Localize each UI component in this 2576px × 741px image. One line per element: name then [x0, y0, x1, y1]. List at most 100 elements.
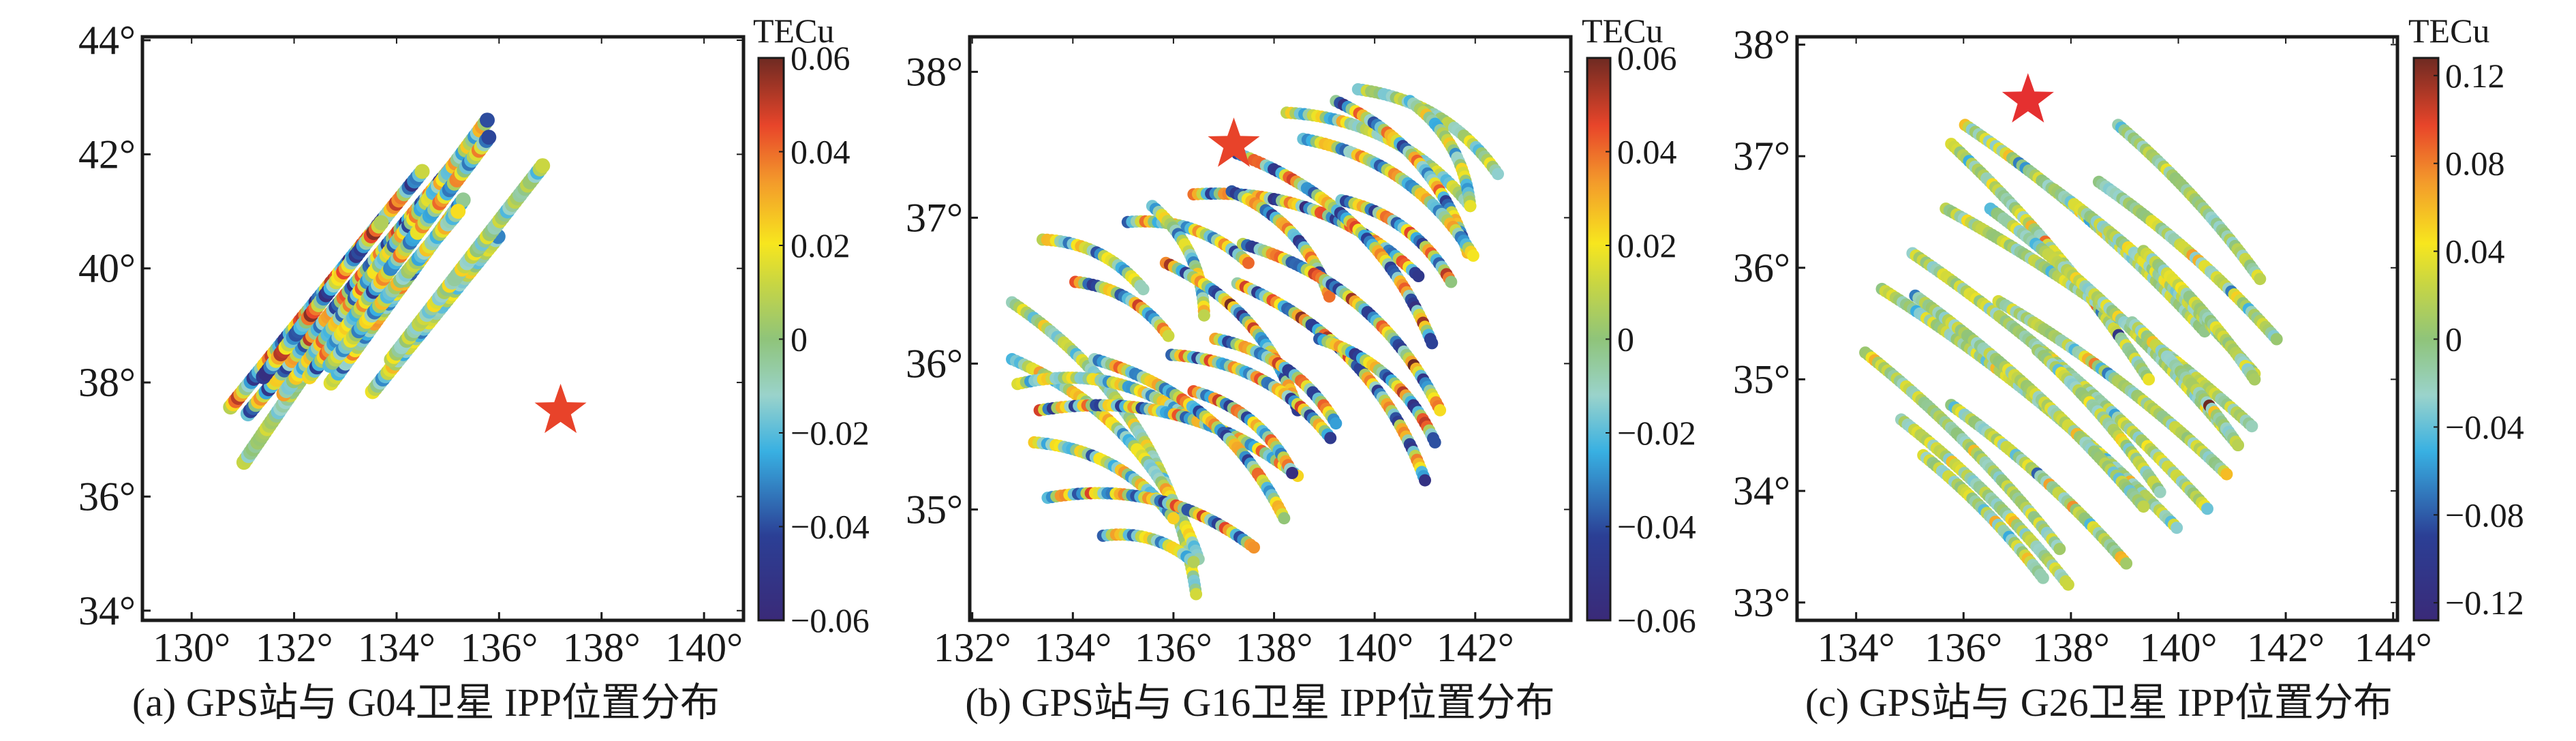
x-tick-label: 138° — [2032, 625, 2110, 670]
ipp-point — [1419, 474, 1431, 487]
x-tick-label: 136° — [1925, 625, 2002, 670]
axes-frame — [140, 35, 746, 622]
panel-a: 130° 132° 134° 136° 138° 140° 34° 36° 38° 40° 42° 4… — [78, 12, 870, 725]
ipp-point — [1323, 290, 1336, 303]
ipp-point — [2201, 502, 2213, 515]
x-tick-label: 136° — [1135, 625, 1212, 670]
colorbar-tick-label: −0.04 — [2445, 408, 2524, 446]
y-tick-label: 40° — [78, 246, 136, 291]
axes-frame — [1795, 35, 2399, 622]
colorbar-tick-label: 0.02 — [791, 226, 850, 264]
ipp-point — [450, 204, 466, 219]
ipp-point — [1330, 417, 1343, 430]
epicenter-star-icon — [1208, 117, 1260, 167]
ipp-track — [2126, 316, 2244, 451]
colorbar-tick-label: 0.04 — [791, 133, 850, 171]
y-tick-label: 38° — [78, 360, 136, 405]
ipp-track — [1088, 352, 1291, 525]
colorbar-tick-label: −0.02 — [791, 414, 870, 452]
ipp-point — [2232, 439, 2244, 451]
ipp-track — [1041, 487, 1260, 554]
x-tick-label: 134° — [1818, 625, 1895, 670]
ipp-point — [1242, 256, 1255, 269]
ipp-point — [2248, 373, 2261, 386]
ipp-track — [322, 204, 466, 373]
ipp-track — [1403, 95, 1477, 213]
ipp-point — [1467, 249, 1479, 262]
ipp-track — [256, 215, 389, 384]
epicenter-star-icon — [534, 383, 587, 434]
colorbar-tick-label: 0 — [2445, 320, 2462, 359]
ipp-track — [1297, 132, 1479, 262]
ipp-point — [2153, 485, 2166, 498]
colorbar-tick-label: −0.02 — [1617, 414, 1696, 452]
colorbar-tick-label: 0.06 — [1617, 39, 1677, 77]
ipp-point — [1426, 337, 1439, 350]
colorbar-tick-label: −0.06 — [791, 601, 870, 639]
x-tick-label: 134° — [358, 625, 435, 670]
axes-frame — [968, 35, 1573, 622]
x-tick-label: 140° — [2139, 625, 2217, 670]
x-tick-label: 138° — [1236, 625, 1313, 670]
ipp-point — [2171, 521, 2183, 534]
y-tick-label: 37° — [906, 195, 963, 240]
colorbar-label: TECu — [1582, 12, 1663, 50]
ipp-track — [2137, 245, 2261, 386]
ipp-point — [2120, 557, 2133, 570]
colorbar-tick-label: 0 — [1617, 320, 1634, 359]
x-tick-label: 142° — [2247, 625, 2325, 670]
x-tick-label: 140° — [1336, 625, 1413, 670]
x-tick-label: 144° — [2355, 625, 2432, 670]
ipp-point — [373, 215, 389, 230]
y-tick-label: 36° — [78, 474, 136, 519]
y-tick-label: 34° — [78, 588, 136, 633]
colorbar-tick-label: 0.04 — [1617, 133, 1677, 171]
ipp-point — [455, 192, 471, 208]
colorbar-tick-label: −0.06 — [1617, 601, 1696, 639]
ipp-point — [2245, 420, 2258, 433]
ipp-track — [1945, 399, 2133, 570]
ipp-track — [1236, 237, 1447, 417]
y-tick-label: 35° — [1733, 357, 1790, 402]
ipp-track — [1313, 333, 1441, 449]
ipp-tracks — [223, 112, 551, 470]
ipp-track — [2112, 119, 2267, 286]
panel-b: 132° 134° 136° 138° 140° 142° 35° 36° 37° 38° TECu… — [906, 12, 1696, 725]
x-tick-label: 130° — [153, 625, 230, 670]
x-tick-label: 142° — [1437, 625, 1514, 670]
ipp-point — [1464, 200, 1477, 213]
y-tick-label: 35° — [906, 487, 963, 532]
ipp-point — [1412, 270, 1425, 282]
ipp-point — [1187, 556, 1200, 569]
ipp-track — [2031, 344, 2166, 498]
ipp-point — [1190, 588, 1203, 601]
y-tick-label: 37° — [1733, 134, 1790, 179]
ipp-track — [1909, 289, 2150, 513]
ipp-point — [2061, 578, 2074, 591]
ipp-track — [1165, 348, 1337, 444]
ipp-track — [302, 130, 497, 384]
ipp-point — [2220, 468, 2233, 481]
y-tick-label: 38° — [906, 49, 963, 94]
y-tick-label: 38° — [1733, 22, 1790, 67]
ipp-track — [1209, 333, 1343, 430]
y-tick-label: 34° — [1733, 468, 1790, 513]
ipp-point — [1162, 329, 1175, 342]
x-tick-label: 140° — [665, 625, 743, 670]
ipp-tracks — [1006, 83, 1504, 601]
ipp-point — [1428, 436, 1441, 449]
colorbar-tick-label: 0.08 — [2445, 145, 2505, 183]
ipp-point — [1286, 466, 1299, 479]
colorbar-label: TECu — [2408, 12, 2489, 50]
panel-caption: (c) GPS站与 G26卫星 IPP位置分布 — [1805, 680, 2393, 725]
ipp-track — [1037, 233, 1150, 296]
colorbar-tick-label: −0.04 — [791, 508, 870, 546]
ipp-track — [1187, 385, 1299, 479]
y-tick-label: 36° — [906, 341, 963, 386]
ipp-point — [1248, 541, 1260, 554]
ipp-point — [414, 164, 430, 179]
ipp-point — [1492, 168, 1504, 181]
ipp-point — [1137, 283, 1150, 296]
ipp-point — [2270, 333, 2283, 346]
x-tick-label: 138° — [563, 625, 641, 670]
